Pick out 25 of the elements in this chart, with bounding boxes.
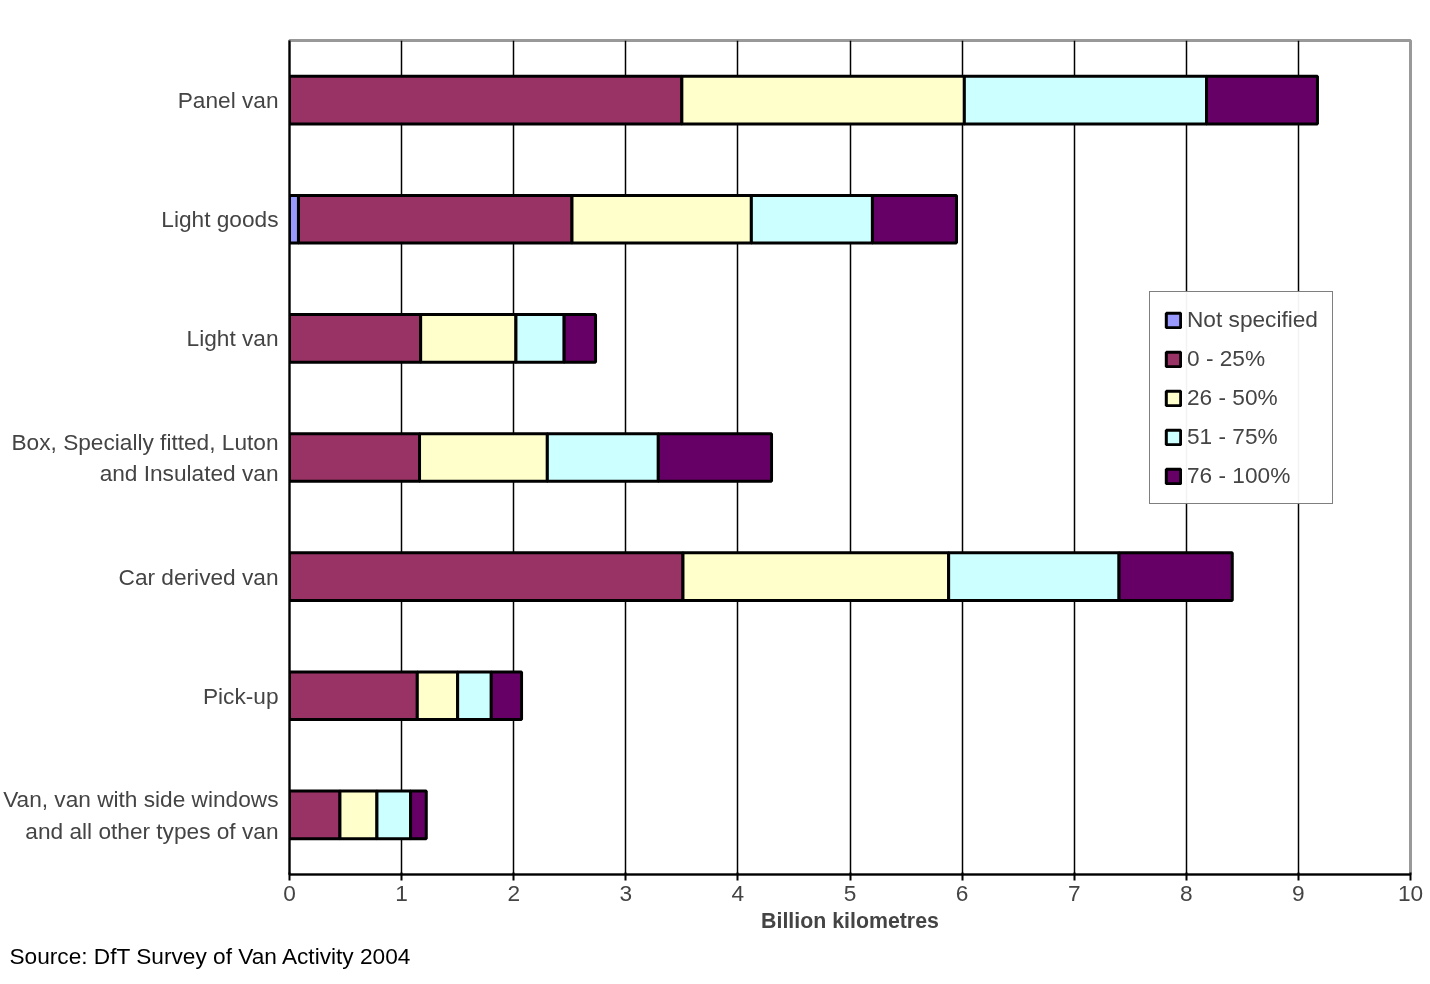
x-tick-label: 8: [1180, 879, 1193, 906]
source-note: Source: DfT Survey of Van Activity 2004: [9, 942, 411, 969]
x-tick-label: 7: [1067, 879, 1081, 906]
y-tick-label: Car derived van: [118, 563, 279, 590]
y-tick-label: Light van: [186, 325, 279, 352]
x-tick-label: 1: [395, 879, 408, 906]
x-tick-label: 9: [1292, 879, 1305, 906]
y-tick-label: Pick-up: [202, 682, 279, 709]
x-tick-label: 4: [731, 879, 745, 906]
y-tick-label: Light goods: [161, 206, 279, 233]
legend-label: 51 - 75%: [1187, 423, 1278, 450]
x-tick-label: 6: [955, 879, 969, 906]
x-axis-title: Billion kilometres: [761, 908, 939, 933]
x-tick-label: 10: [1397, 879, 1424, 906]
x-tick-label: 3: [619, 879, 633, 906]
x-tick-label: 0: [283, 879, 296, 906]
legend-label: 26 - 50%: [1187, 384, 1278, 411]
y-tick-label: Box, Specially fitted, Luton and Insulated van: [11, 428, 279, 487]
y-tick-label: Van, van with side windows and all other types of van: [3, 786, 279, 844]
x-tick-label: 2: [507, 879, 521, 906]
legend-label: 76 - 100%: [1187, 462, 1291, 489]
legend-label: Not specified: [1187, 306, 1318, 333]
x-tick-label: 5: [843, 879, 857, 906]
legend-label: 0 - 25%: [1187, 345, 1266, 372]
y-tick-label: Panel van: [177, 87, 279, 114]
